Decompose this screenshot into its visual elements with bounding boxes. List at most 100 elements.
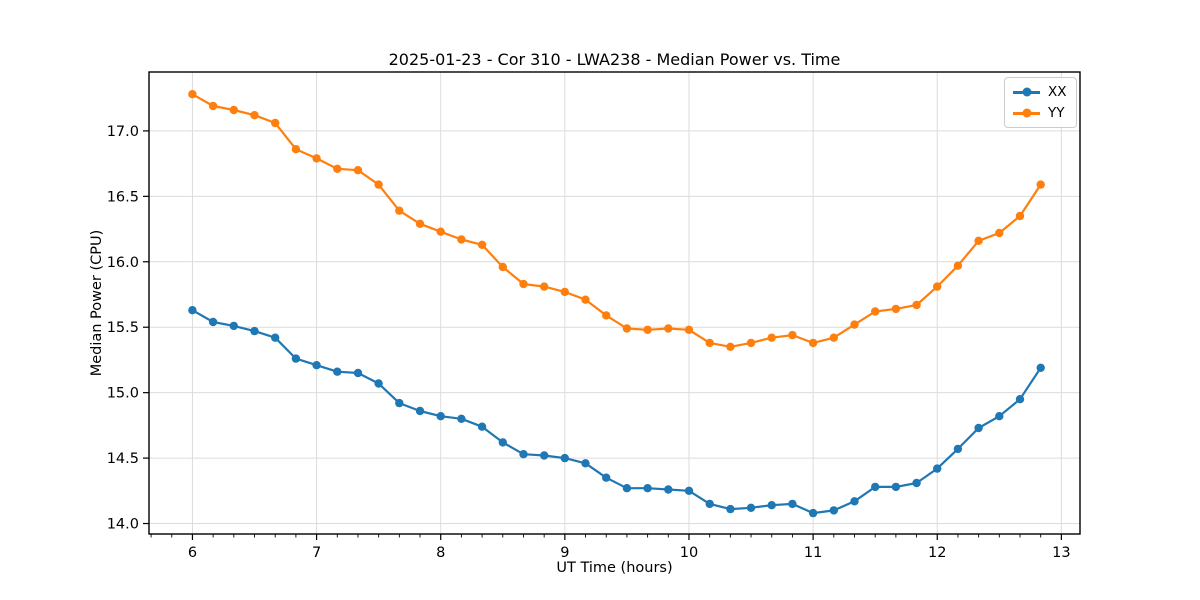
data-point-yy <box>995 228 1004 238</box>
data-point-xx <box>560 453 569 463</box>
y-tick-label: 17.0 <box>107 124 139 140</box>
data-point-yy <box>912 300 921 310</box>
data-point-xx <box>850 497 859 506</box>
data-point-xx <box>291 354 301 363</box>
x-tick-label: 11 <box>804 545 822 561</box>
data-point-xx <box>415 406 425 416</box>
legend-entry-xx: XX <box>1013 84 1067 100</box>
legend-line-marker-icon <box>1013 87 1040 98</box>
y-tick-label: 15.0 <box>107 386 139 402</box>
data-point-yy <box>581 295 590 304</box>
data-point-yy <box>829 333 838 342</box>
data-point-yy <box>788 330 797 340</box>
data-point-xx <box>498 438 507 447</box>
legend-label-xx: XX <box>1048 84 1067 100</box>
data-point-yy <box>457 235 466 244</box>
data-point-xx <box>933 464 942 473</box>
data-point-yy <box>1036 180 1045 189</box>
data-point-yy <box>643 325 652 334</box>
data-point-xx <box>602 473 611 482</box>
data-point-xx <box>726 504 735 514</box>
data-point-xx <box>995 412 1004 421</box>
legend-entry-yy: YY <box>1013 105 1067 121</box>
data-point-yy <box>374 180 383 189</box>
data-point-xx <box>250 326 259 336</box>
data-point-yy <box>208 101 218 111</box>
series-line-yy <box>191 93 1042 348</box>
x-tick-label: 6 <box>188 545 197 561</box>
data-point-yy <box>871 307 880 316</box>
data-point-yy <box>808 338 818 348</box>
axes-spines <box>148 71 1081 535</box>
legend: XX YY <box>1004 77 1077 128</box>
data-point-yy <box>974 236 983 245</box>
data-point-xx <box>684 486 694 495</box>
data-point-yy <box>767 333 776 342</box>
data-point-yy <box>540 282 549 291</box>
data-point-yy <box>271 118 280 128</box>
data-point-yy <box>684 325 694 334</box>
data-point-xx <box>540 451 549 460</box>
data-point-yy <box>291 145 301 154</box>
data-point-yy <box>188 90 197 99</box>
x-tick-label: 10 <box>680 545 698 561</box>
data-point-xx <box>519 450 528 459</box>
data-point-yy <box>933 282 942 291</box>
data-point-yy <box>477 240 487 249</box>
data-point-xx <box>622 484 632 493</box>
data-point-yy <box>560 287 569 297</box>
data-point-xx <box>229 321 238 331</box>
data-point-xx <box>208 317 218 327</box>
data-point-xx <box>871 482 880 492</box>
data-point-yy <box>312 154 321 163</box>
data-point-xx <box>436 412 445 421</box>
data-point-xx <box>477 422 487 431</box>
data-point-xx <box>353 368 363 378</box>
data-point-yy <box>726 342 735 351</box>
data-point-xx <box>271 333 280 342</box>
data-point-yy <box>353 166 363 175</box>
y-tick-label: 14.5 <box>107 451 139 467</box>
x-axis-label: UT Time (hours) <box>556 560 673 576</box>
data-point-xx <box>1036 363 1045 372</box>
x-tick-label: 9 <box>560 545 569 561</box>
data-point-xx <box>808 508 818 518</box>
data-point-yy <box>622 324 632 333</box>
x-tick-label: 8 <box>436 545 445 561</box>
y-tick-label: 16.5 <box>107 189 139 205</box>
data-point-xx <box>746 503 756 512</box>
data-point-xx <box>581 459 590 468</box>
y-tick-label: 15.5 <box>107 320 139 336</box>
data-point-yy <box>705 338 714 348</box>
data-point-xx <box>374 379 383 388</box>
x-tick-label: 7 <box>312 545 321 561</box>
data-point-xx <box>333 367 342 376</box>
data-point-yy <box>498 262 507 272</box>
x-tick-label: 13 <box>1052 545 1070 561</box>
data-point-xx <box>664 485 673 494</box>
data-point-yy <box>395 206 404 215</box>
legend-line-marker-icon <box>1013 108 1040 119</box>
data-point-xx <box>912 478 921 488</box>
y-axis-label: Median Power (CPU) <box>89 229 105 377</box>
data-point-xx <box>788 499 797 509</box>
data-point-yy <box>664 324 673 333</box>
data-point-yy <box>850 320 859 329</box>
data-point-yy <box>891 304 901 314</box>
data-point-yy <box>415 219 425 228</box>
chart-title: 2025-01-23 - Cor 310 - LWA238 - Median P… <box>388 50 841 69</box>
data-point-xx <box>457 414 466 423</box>
data-point-xx <box>705 499 714 509</box>
data-point-yy <box>519 279 528 289</box>
data-point-xx <box>1015 395 1025 404</box>
data-point-yy <box>229 105 238 115</box>
y-tick-label: 14.0 <box>107 517 139 533</box>
data-point-xx <box>891 482 901 492</box>
data-point-xx <box>829 506 838 515</box>
data-point-yy <box>250 111 259 120</box>
data-point-xx <box>974 423 983 433</box>
legend-label-yy: YY <box>1048 105 1065 121</box>
data-point-yy <box>333 164 342 173</box>
